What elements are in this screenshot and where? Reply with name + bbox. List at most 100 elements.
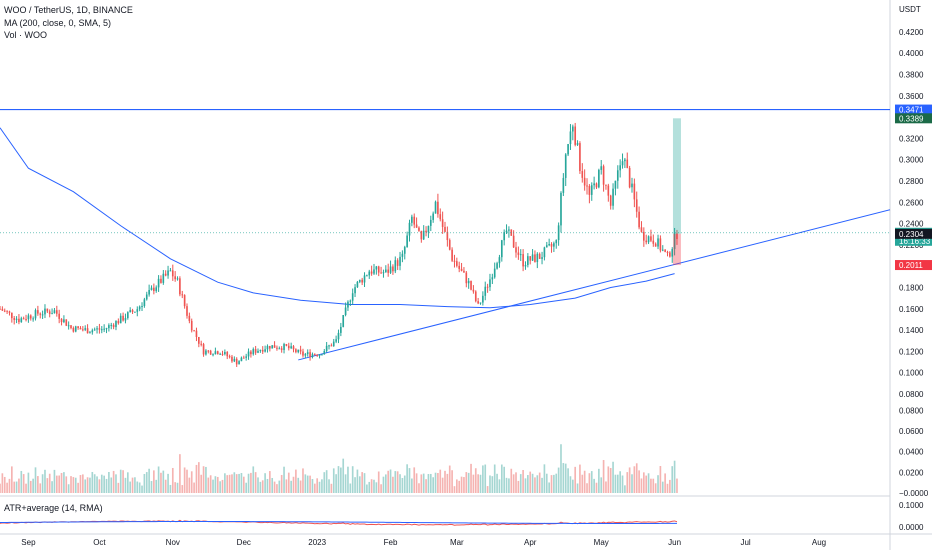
candle-body [602, 166, 605, 185]
volume-bar [1, 473, 4, 493]
candle-body [576, 143, 579, 145]
symbol-legend[interactable]: WOO / TetherUS, 1D, BINANCE [4, 5, 133, 15]
candle-body [403, 247, 406, 254]
candle-body [299, 349, 302, 352]
volume-bar [626, 472, 629, 493]
volume-bar [347, 466, 349, 493]
volume-bar [541, 477, 543, 493]
volume-bar [183, 467, 186, 493]
volume-legend[interactable]: Vol · WOO [4, 30, 48, 40]
price-tag [895, 113, 932, 124]
volume-bar [439, 469, 442, 493]
candle-body [510, 229, 513, 236]
volume-bar [269, 471, 271, 493]
candle-body [297, 349, 300, 353]
candle-body [560, 192, 562, 226]
candle-body [77, 326, 79, 328]
volume-bar [356, 469, 359, 493]
atr-legend[interactable]: ATR+average (14, RMA) [4, 503, 103, 513]
candle-body [235, 358, 238, 365]
candle-body [335, 339, 337, 342]
candle-body [93, 329, 96, 331]
volume-bar [550, 475, 553, 493]
volume-bar [384, 474, 387, 493]
candle-body [34, 310, 37, 319]
candle-body [370, 271, 373, 274]
volume-bar [382, 476, 385, 493]
candle-body [6, 310, 8, 312]
volume-bar [143, 473, 146, 493]
volume-bar [569, 476, 572, 493]
candle-body [91, 330, 94, 333]
candle-body [444, 226, 446, 232]
volume-bar [136, 481, 139, 493]
candle-body [22, 318, 25, 320]
volume-bar [337, 466, 340, 493]
candle-body [304, 354, 307, 356]
volume-bar [254, 472, 257, 493]
time-tick-label: 2023 [308, 538, 326, 547]
volume-bar [508, 478, 510, 493]
candle-body [555, 240, 558, 244]
volume-bar [598, 468, 600, 493]
candle-body [112, 324, 115, 328]
candle-body [536, 253, 539, 262]
volume-bar [557, 467, 560, 493]
candle-body [283, 344, 285, 350]
volume-bar [261, 480, 264, 493]
candle-body [574, 126, 577, 145]
candle-body [358, 279, 361, 282]
volume-bar [500, 464, 503, 493]
volume-bar [609, 468, 612, 493]
candle-body [647, 236, 650, 243]
candle-body [153, 287, 155, 292]
volume-bar [467, 472, 470, 493]
volume-bar [148, 468, 150, 493]
candle-body [486, 286, 489, 288]
candle-body [89, 332, 91, 334]
volume-bar [415, 473, 418, 493]
candle-body [174, 276, 176, 280]
volume-bar [486, 486, 489, 493]
candle-body [484, 286, 487, 296]
candle-body [340, 326, 342, 333]
candle-body [285, 344, 288, 346]
candle-body [628, 167, 631, 188]
volume-bar [470, 463, 472, 493]
volume-bar [458, 480, 461, 493]
volume-bar [108, 471, 110, 493]
candle-body [661, 249, 664, 251]
volume-bar [635, 463, 638, 493]
candle-body [624, 159, 626, 162]
volume-bar [145, 472, 148, 493]
candle-body [373, 269, 375, 274]
volume-bar [287, 472, 290, 493]
candle-body [399, 256, 401, 266]
candle-body [131, 310, 134, 312]
position-stop-zone [672, 233, 681, 266]
candle-body [247, 351, 250, 357]
candle-body [437, 201, 439, 215]
volume-bar [240, 473, 243, 493]
volume-bar [498, 479, 501, 493]
candle-body [659, 238, 662, 251]
ma-legend[interactable]: MA (200, close, 0, SMA, 5) [4, 18, 112, 28]
candle-body [269, 345, 271, 349]
volume-bar [15, 481, 18, 493]
candle-body [614, 180, 617, 189]
volume-bar [77, 482, 79, 493]
volume-bar [515, 472, 517, 493]
candle-body [63, 319, 65, 323]
volume-bar [115, 474, 117, 493]
volume-bar [238, 473, 240, 493]
candle-body [377, 266, 380, 273]
volume-bar [380, 484, 382, 493]
candle-body [103, 328, 105, 330]
volume-bar [474, 468, 477, 493]
candle-body [266, 345, 269, 350]
volume-bar [669, 479, 671, 493]
candle-body [233, 358, 236, 362]
volume-bar [188, 477, 191, 493]
volume-bar [103, 475, 105, 493]
